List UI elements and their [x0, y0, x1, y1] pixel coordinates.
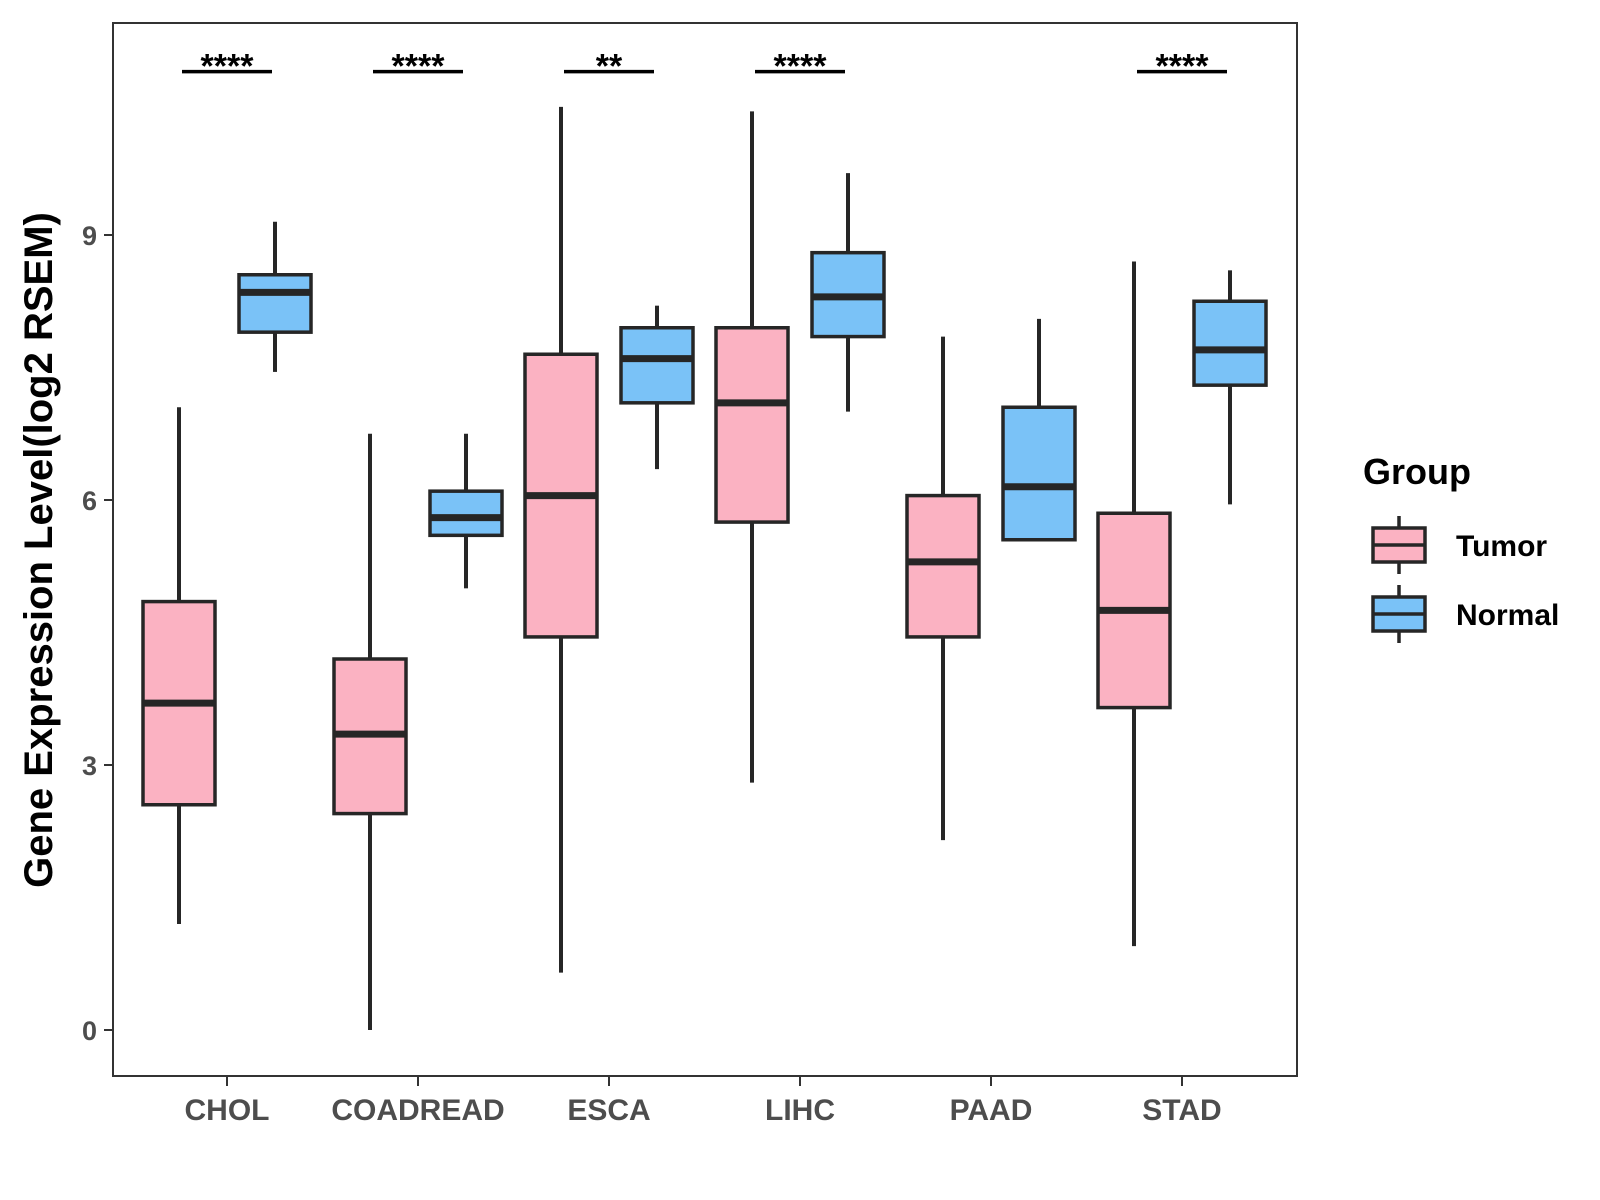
- box-iqr: [905, 493, 981, 639]
- significance-esca: **: [564, 48, 654, 86]
- x-tick-label: ESCA: [567, 1094, 650, 1127]
- y-axis: 0 3 6 9: [82, 221, 113, 1046]
- legend-item-normal: Normal: [1371, 585, 1559, 643]
- significance-lihc: ****: [755, 48, 845, 86]
- box-iqr: [619, 326, 695, 405]
- x-tick-label: LIHC: [765, 1094, 835, 1127]
- box-iqr: [1001, 405, 1077, 542]
- significance-label: ****: [201, 48, 255, 86]
- box-iqr: [428, 489, 504, 538]
- box-iqr: [714, 326, 790, 524]
- legend: Group Tumor Normal: [1363, 451, 1559, 643]
- significance-label: **: [596, 48, 623, 86]
- significance-label: ****: [1156, 48, 1210, 86]
- box-iqr: [1192, 299, 1268, 387]
- chart-marks: **** **** ** **** ****: [141, 48, 1268, 1030]
- x-axis: CHOL COADREAD ESCA LIHC PAAD STAD: [185, 1076, 1222, 1127]
- y-tick-label: 9: [82, 221, 97, 251]
- y-tick-label: 6: [82, 486, 97, 516]
- box-tumor-chol: [141, 407, 217, 924]
- legend-title: Group: [1363, 451, 1471, 492]
- x-tick-label: CHOL: [185, 1094, 270, 1127]
- x-tick-label: COADREAD: [331, 1094, 504, 1127]
- box-tumor-paad: [905, 336, 981, 841]
- significance-chol: ****: [182, 48, 272, 86]
- box-normal-paad: [1001, 318, 1077, 542]
- legend-label: Tumor: [1456, 530, 1547, 563]
- x-tick-label: STAD: [1142, 1094, 1221, 1127]
- significance-stad: ****: [1137, 48, 1227, 86]
- box-tumor-lihc: [714, 111, 790, 783]
- box-normal-lihc: [810, 173, 886, 412]
- y-tick-label: 3: [82, 751, 97, 781]
- box-iqr: [237, 273, 313, 334]
- x-tick-label: PAAD: [950, 1094, 1033, 1127]
- box-normal-coadread: [428, 433, 504, 589]
- significance-coadread: ****: [373, 48, 463, 86]
- legend-item-tumor: Tumor: [1371, 516, 1547, 574]
- box-tumor-esca: [523, 106, 599, 973]
- box-tumor-stad: [1096, 261, 1172, 947]
- significance-label: ****: [774, 48, 828, 86]
- legend-label: Normal: [1456, 599, 1559, 632]
- box-normal-stad: [1192, 270, 1268, 505]
- box-tumor-coadread: [332, 433, 408, 1030]
- box-normal-chol: [237, 221, 313, 372]
- box-normal-esca: [619, 305, 695, 470]
- y-tick-label: 0: [82, 1016, 97, 1046]
- y-axis-title: Gene Expression Level(log2 RSEM): [17, 212, 61, 888]
- significance-label: ****: [392, 48, 446, 86]
